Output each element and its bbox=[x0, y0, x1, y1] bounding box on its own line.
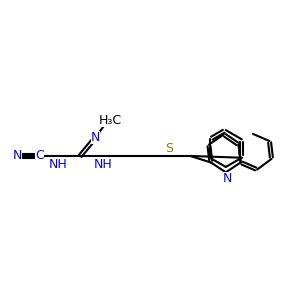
Text: N: N bbox=[223, 172, 232, 185]
Text: N: N bbox=[91, 131, 100, 144]
Text: S: S bbox=[165, 142, 173, 155]
Text: NH: NH bbox=[94, 158, 112, 171]
Text: N: N bbox=[13, 149, 22, 162]
Text: NH: NH bbox=[49, 158, 67, 171]
Text: C: C bbox=[35, 149, 44, 162]
Text: H₃C: H₃C bbox=[99, 114, 122, 127]
